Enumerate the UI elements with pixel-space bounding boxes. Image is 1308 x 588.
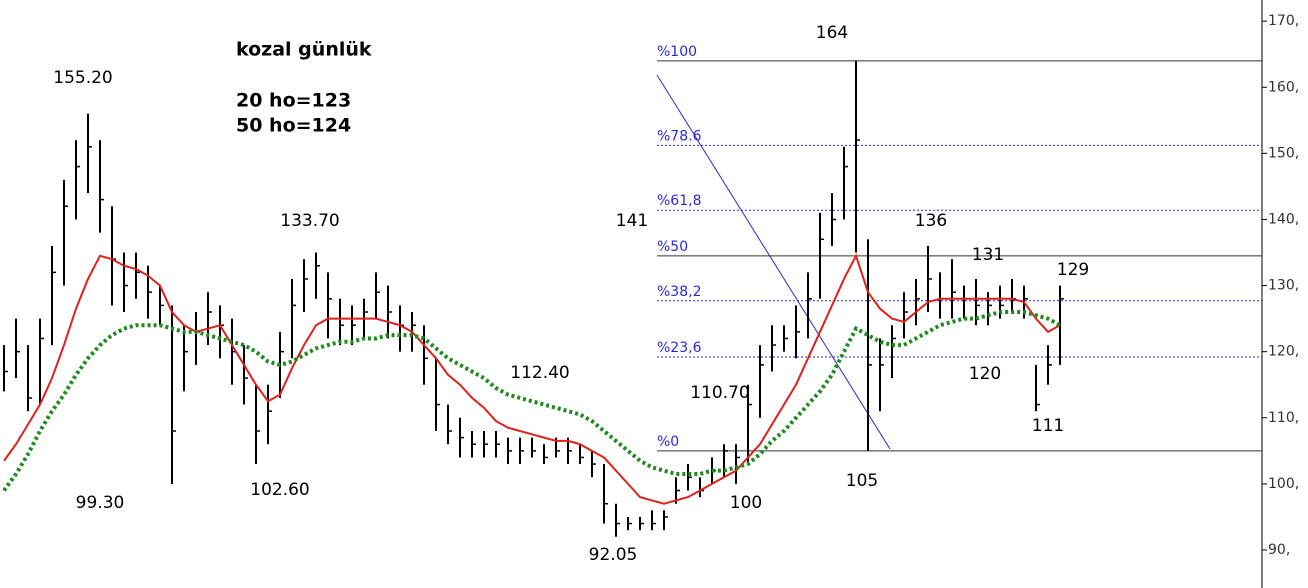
- price-annotation: 155.20: [53, 68, 112, 88]
- y-tick-label: 150,: [1268, 145, 1299, 161]
- price-annotation: 110.70: [690, 383, 749, 403]
- price-annotation: 131: [972, 245, 1004, 265]
- ma-line: [2, 310, 1061, 492]
- price-annotation: 105: [846, 471, 878, 491]
- fib-label: %38,2: [657, 284, 701, 300]
- price-annotation: 129: [1057, 260, 1089, 280]
- fib-label: %61,8: [657, 193, 701, 209]
- price-annotation: 99.30: [76, 493, 125, 513]
- price-annotation: 111: [1032, 416, 1064, 436]
- price-annotation: 164: [816, 23, 848, 43]
- y-tick-label: 120,: [1268, 344, 1299, 360]
- price-annotation: 112.40: [510, 363, 569, 383]
- fib-label: %100: [657, 44, 697, 60]
- price-annotation: 141: [616, 211, 648, 231]
- fib-label: %78.6: [657, 128, 702, 144]
- price-annotation: 100: [730, 493, 762, 513]
- y-tick-label: 170,: [1268, 13, 1299, 29]
- price-annotation: 133.70: [280, 211, 339, 231]
- y-tick-label: 100,: [1268, 476, 1299, 492]
- price-annotation: 92.05: [589, 545, 638, 565]
- y-tick-label: 160,: [1268, 79, 1299, 95]
- y-tick-label: 140,: [1268, 211, 1299, 227]
- info-ma50: 50 ho=124: [236, 115, 351, 137]
- price-annotation: 120: [969, 364, 1001, 384]
- info-title: kozal günlük: [236, 39, 372, 61]
- fib-label: %50: [657, 239, 688, 255]
- ma-line: [3, 253, 1061, 505]
- y-tick-label: 130,: [1268, 278, 1299, 294]
- y-tick-label: 90,: [1268, 542, 1290, 558]
- fib-label: %23,6: [657, 340, 702, 356]
- price-annotation: 136: [915, 211, 947, 231]
- trend-line: [656, 74, 891, 450]
- info-ma20: 20 ho=123: [236, 90, 351, 112]
- y-tick-label: 110,: [1268, 410, 1299, 426]
- price-annotation: 102.60: [250, 480, 309, 500]
- fib-label: %0: [657, 434, 679, 450]
